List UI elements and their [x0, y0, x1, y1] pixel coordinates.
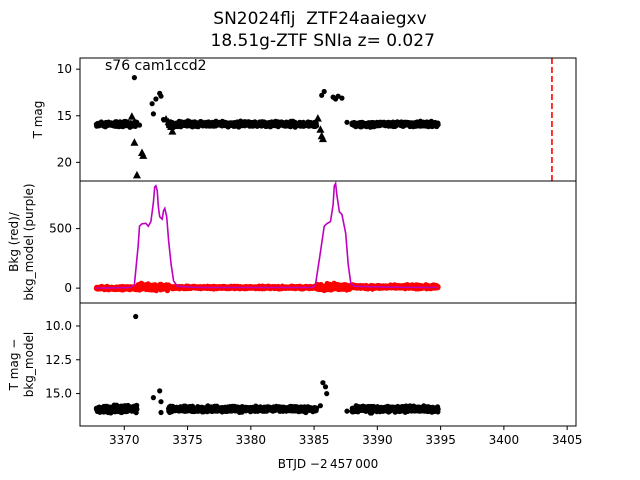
x-axis-label: BTJD −2 457 000: [278, 457, 378, 471]
x-tick-label: 3380: [236, 433, 267, 447]
panel-middle: 0 500 Bkg (red)/bkg_model (purple): [7, 180, 577, 304]
panel-top-series-1-point: [139, 151, 148, 159]
panel-bottom-series-0-point: [344, 408, 350, 414]
panel-bottom-ylabel: bkg_model: [22, 332, 36, 398]
panel-bottom-ytick-label: 15.0: [45, 387, 72, 401]
panel-middle-ylabel: bkg_model (purple): [22, 183, 36, 300]
panel-top-series-0-point: [435, 122, 441, 128]
panel-top-ylabel: T mag: [31, 101, 45, 140]
panel-middle-ytick-label: 500: [49, 222, 72, 236]
panel-top-series-0-point: [339, 95, 345, 101]
panel-top-series-0-point: [314, 123, 320, 129]
panel-top-series-1-point: [132, 170, 141, 179]
panel-bottom-series-0-point: [314, 405, 320, 411]
panel-top-series-1-point: [130, 138, 139, 146]
panel-bottom-series-0-point: [317, 403, 323, 409]
panel-bottom-ytick-label: 10.0: [45, 319, 72, 333]
x-tick-label: 3385: [299, 433, 330, 447]
panel-bottom-series-0-point: [320, 380, 326, 386]
panel-top-series-0-point: [319, 92, 325, 98]
panel-top: 10 15 20 T mag s76 cam1ccd2: [31, 57, 577, 182]
panel-bottom-series-0-point: [324, 391, 330, 397]
panel-top-annotation: s76 cam1ccd2: [105, 58, 207, 74]
panel-bottom-series-0-point: [435, 406, 441, 412]
x-tick-label: 3395: [425, 433, 456, 447]
panel-bottom-marks: [93, 313, 441, 416]
panel-bottom-series-0-point: [158, 399, 164, 405]
panel-top-series-0-point: [131, 75, 137, 81]
panel-bottom-series-0-point: [134, 406, 140, 412]
x-tick-label: 3370: [109, 433, 140, 447]
panel-top-frame: [79, 57, 577, 182]
x-tick-label: 3390: [362, 433, 393, 447]
panel-top-series-0-point: [158, 93, 164, 99]
panel-bottom-series-0-point: [134, 402, 140, 408]
panel-top-series-1-point: [127, 112, 136, 120]
chart-title-line1: SN2024flj ZTF24aaiegxv: [213, 9, 427, 29]
panel-top-marks: [93, 58, 553, 181]
chart-title-line2: 18.51g-ZTF SNIa z= 0.027: [205, 31, 435, 51]
panel-top-series-1-point: [316, 125, 325, 133]
panel-middle-ylabel: Bkg (red)/: [7, 211, 21, 272]
panel-top-series-1-point: [168, 127, 177, 135]
panel-top-ytick-label: 10: [57, 62, 72, 76]
panel-top-series-0-point: [149, 101, 155, 107]
panel-bottom-series-0-point: [150, 395, 156, 401]
panel-top-series-1-point: [318, 134, 327, 143]
panel-top-series-0-point: [150, 111, 156, 117]
panel-bottom-series-0-point: [322, 384, 329, 390]
panel-bottom-series-0-point: [158, 409, 164, 416]
panel-middle-marks: [93, 181, 441, 294]
panel-top-series-1-point: [313, 114, 322, 122]
panel-top-series-0-point: [136, 122, 143, 128]
x-tick-label: 3400: [489, 433, 520, 447]
panel-top-series-1-point: [167, 122, 176, 130]
panel-bottom-frame: [79, 302, 577, 427]
panel-top-series-0-point: [153, 96, 159, 102]
x-tick-label: 3405: [552, 433, 583, 447]
panel-top-ytick-label: 20: [57, 155, 72, 169]
panel-bottom-ylabel: T mag −: [7, 339, 21, 392]
panel-middle-series-1-line: [96, 181, 439, 289]
panel-middle-ytick-label: 0: [64, 281, 72, 295]
panel-top-series-0-point: [344, 119, 350, 125]
panel-bottom-series-0-point: [133, 313, 139, 320]
panel-bottom: 10.0 12.5 15.0 T mag − bkg_model: [7, 302, 577, 427]
panel-bottom-series-0-point: [157, 388, 163, 394]
panel-top-series-0-point: [321, 88, 327, 95]
panel-bottom-ytick-label: 12.5: [45, 353, 72, 367]
panel-top-ytick-label: 15: [57, 109, 72, 123]
x-tick-label: 3375: [172, 433, 203, 447]
